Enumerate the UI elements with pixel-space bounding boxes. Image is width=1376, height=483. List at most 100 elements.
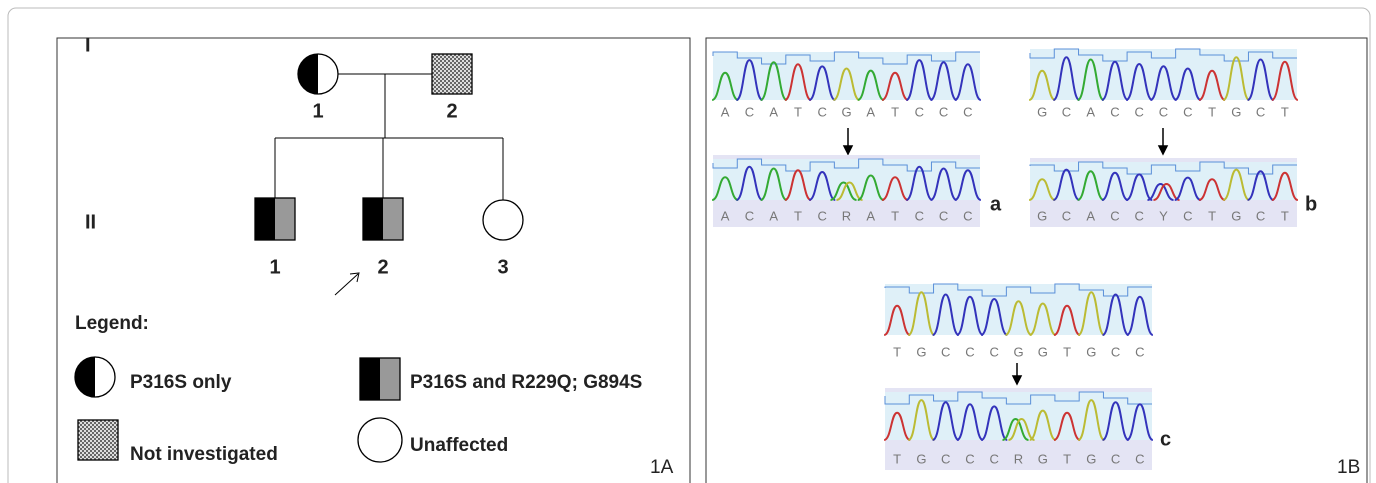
base-letter: C: [1183, 208, 1192, 223]
base-letter: C: [1159, 104, 1168, 119]
base-letter: C: [1062, 208, 1071, 223]
base-letter: C: [963, 104, 972, 119]
base-letter: Y: [1159, 208, 1168, 223]
base-letter: A: [866, 104, 875, 119]
base-letter: T: [1063, 344, 1071, 359]
male-proband: [363, 198, 403, 240]
base-letter: G: [1037, 104, 1047, 119]
base-letter: C: [939, 104, 948, 119]
base-letter: C: [915, 104, 924, 119]
base-letter: G: [841, 104, 851, 119]
chromatogram-label: b: [1305, 193, 1317, 215]
chromatogram-label: a: [990, 193, 1002, 215]
base-letter: C: [963, 208, 972, 223]
individual-number: 1: [312, 100, 323, 122]
female-unaffected: [483, 200, 523, 240]
base-letter: C: [965, 344, 974, 359]
generation-label: I: [85, 34, 91, 56]
base-letter: C: [990, 451, 999, 466]
base-letter: C: [1135, 104, 1144, 119]
panel-label: 1B: [1337, 457, 1360, 478]
legend-title: Legend:: [75, 313, 149, 334]
panel-label: 1A: [650, 457, 674, 478]
base-letter: C: [1110, 208, 1119, 223]
chromatogram-plot: [885, 392, 1152, 440]
base-letter: R: [1014, 451, 1023, 466]
base-letter: C: [1135, 344, 1144, 359]
pedigree-lines: [275, 74, 503, 295]
base-letter: A: [769, 208, 778, 223]
legend-item: P316S and R229Q; G894S: [410, 372, 642, 393]
base-letter: A: [866, 208, 875, 223]
base-letter: G: [1086, 451, 1096, 466]
base-letter: G: [1231, 104, 1241, 119]
legend-item: P316S only: [130, 372, 232, 393]
base-letter: T: [1208, 104, 1216, 119]
chromatogram-plot: [713, 159, 980, 200]
legend-symbol: [75, 357, 115, 397]
base-letter: T: [893, 344, 901, 359]
generation-label: II: [85, 211, 96, 233]
base-letter: T: [1063, 451, 1071, 466]
base-letter: C: [1135, 451, 1144, 466]
base-letter: C: [1111, 344, 1120, 359]
base-letter: G: [1038, 344, 1048, 359]
legend-symbol: [78, 420, 118, 460]
individual-number: 2: [377, 256, 388, 278]
individual-number: 2: [446, 100, 457, 122]
legend-symbol: [358, 418, 402, 462]
base-letter: G: [916, 344, 926, 359]
base-letter: A: [721, 104, 730, 119]
base-letter: C: [939, 208, 948, 223]
base-letter: C: [941, 344, 950, 359]
base-letter: G: [1037, 208, 1047, 223]
base-letter: A: [769, 104, 778, 119]
male-compound: [255, 198, 295, 240]
base-letter: G: [1086, 344, 1096, 359]
base-letter: T: [1281, 104, 1289, 119]
chromatogram-plot: [885, 284, 1152, 335]
base-letter: C: [1256, 104, 1265, 119]
base-letter: G: [1038, 451, 1048, 466]
individual-number: 3: [497, 256, 508, 278]
base-letter: C: [1135, 208, 1144, 223]
base-letter: R: [842, 208, 851, 223]
base-letter: T: [1281, 208, 1289, 223]
base-letter: C: [941, 451, 950, 466]
base-letter: G: [916, 451, 926, 466]
base-letter: C: [745, 208, 754, 223]
base-letter: G: [1231, 208, 1241, 223]
legend-item: Not investigated: [130, 444, 278, 465]
individual-number: 1: [269, 256, 280, 278]
base-letter: C: [745, 104, 754, 119]
base-letter: C: [818, 208, 827, 223]
base-letter: A: [1086, 104, 1095, 119]
base-letter: C: [1111, 451, 1120, 466]
chromatogram-plot: [1030, 162, 1297, 200]
base-letter: C: [1256, 208, 1265, 223]
base-letter: C: [965, 451, 974, 466]
base-letter: T: [891, 104, 899, 119]
legend-symbol: [360, 358, 400, 400]
base-letter: T: [893, 451, 901, 466]
base-letter: C: [1062, 104, 1071, 119]
base-letter: A: [721, 208, 730, 223]
base-letter: C: [990, 344, 999, 359]
base-letter: C: [1110, 104, 1119, 119]
chromatogram-plot: [1030, 49, 1297, 100]
base-letter: A: [1086, 208, 1095, 223]
chromatogram-label: c: [1160, 428, 1171, 450]
female-carrier: [298, 54, 338, 94]
base-letter: G: [1013, 344, 1023, 359]
base-letter: T: [794, 208, 802, 223]
panel-a-frame: [57, 38, 690, 483]
chromatogram-plot: [713, 52, 980, 100]
base-letter: T: [1208, 208, 1216, 223]
male-not-investigated: [432, 54, 472, 94]
base-letter: T: [794, 104, 802, 119]
legend-item: Unaffected: [410, 435, 508, 456]
base-letter: T: [891, 208, 899, 223]
base-letter: C: [1183, 104, 1192, 119]
base-letter: C: [915, 208, 924, 223]
figure: I II 1 2 1 2 3 Legend: P316S only P316S …: [0, 0, 1376, 483]
